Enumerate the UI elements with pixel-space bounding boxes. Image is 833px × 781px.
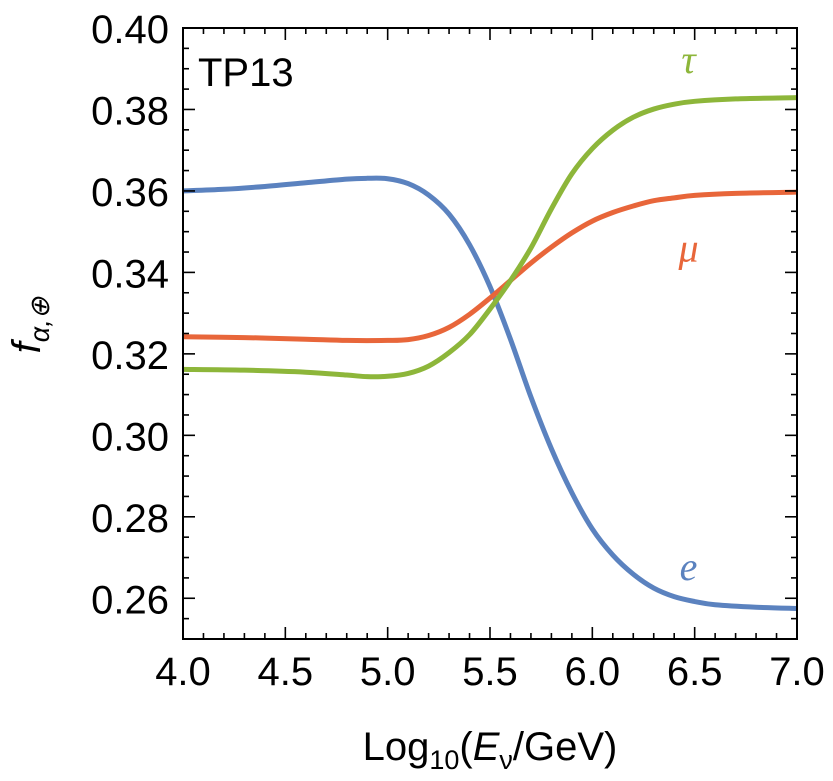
x-axis-label-var: E <box>473 725 501 769</box>
x-axis-label: Log10(Eν/GeV) <box>363 725 618 775</box>
series-line-tau <box>183 95 797 380</box>
x-axis-label-var-sub: ν <box>499 745 513 775</box>
y-axis-label-sub: α,⊕ <box>25 296 55 342</box>
series-label-e: e <box>680 544 698 589</box>
x-tick-label: 6.0 <box>565 650 621 694</box>
x-tick-label: 4.0 <box>155 650 211 694</box>
series-line-mu <box>183 189 797 344</box>
x-tick-label: 5.5 <box>462 650 518 694</box>
y-tick-label: 0.30 <box>91 415 169 459</box>
y-tick-label: 0.40 <box>91 8 169 52</box>
series-layer <box>183 95 797 611</box>
y-tick-label: 0.38 <box>91 89 169 133</box>
x-tick-label: 6.5 <box>667 650 723 694</box>
series-label-mu: μ <box>677 225 698 270</box>
x-axis-label-open: ( <box>459 725 473 769</box>
x-tick-label: 4.5 <box>258 650 314 694</box>
panel-label: TP13 <box>198 51 294 95</box>
y-tick-label: 0.26 <box>91 578 169 622</box>
y-tick-label: 0.36 <box>91 171 169 215</box>
y-tick-label: 0.28 <box>91 497 169 541</box>
y-tick-label: 0.32 <box>91 334 169 378</box>
labels-layer: 4.0 4.5 5.0 5.5 6.0 6.5 7.0 0.26 0.28 0.30 0.32 0.3… <box>91 8 825 694</box>
ticks-layer <box>182 27 798 640</box>
plot-frame <box>182 27 798 640</box>
x-axis-label-prefix: Log <box>363 725 430 769</box>
x-tick-label: 5.0 <box>360 650 416 694</box>
x-axis-label-suffix: /GeV) <box>513 725 617 769</box>
y-tick-label: 0.34 <box>91 252 169 296</box>
x-tick-label: 7.0 <box>769 650 825 694</box>
series-label-tau: τ <box>681 37 697 82</box>
x-axis-label-subscript: 10 <box>429 745 459 775</box>
series-line-e <box>183 175 797 611</box>
y-axis-label: fα,⊕ <box>5 296 55 353</box>
